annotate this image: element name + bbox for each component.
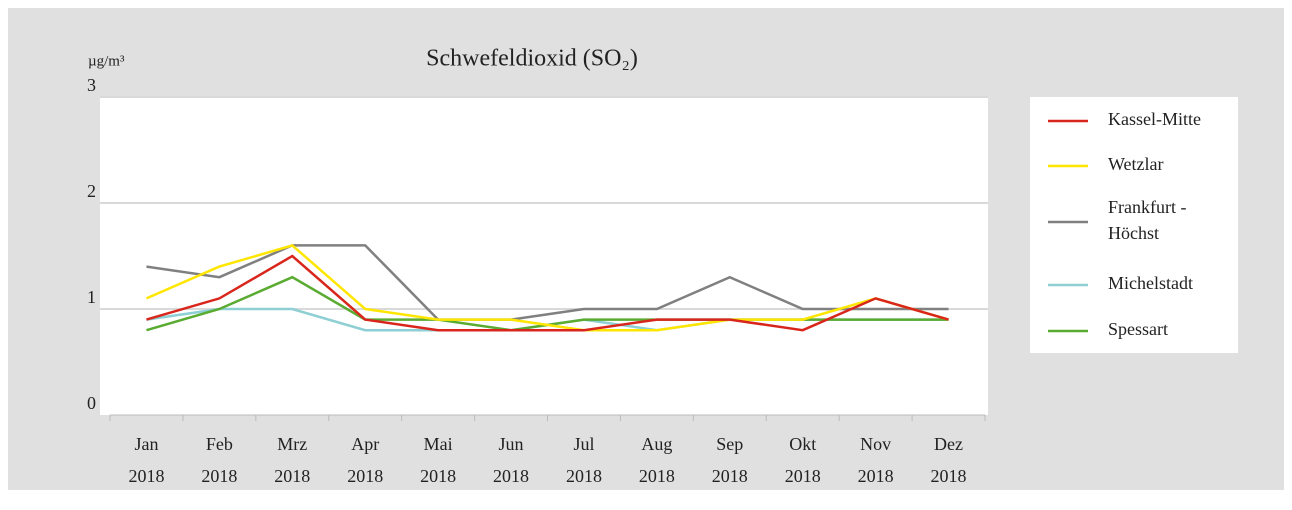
x-tick-label: Jan 2018 xyxy=(128,434,164,486)
x-tick-label: Sep 2018 xyxy=(712,434,748,486)
x-tick-label: Nov 2018 xyxy=(858,434,894,486)
legend-label: Frankfurt -Höchst xyxy=(1108,197,1186,243)
y-axis-label: µg/m³ xyxy=(88,53,125,69)
series-line xyxy=(146,254,949,332)
y-tick-label: 3 xyxy=(87,75,96,95)
x-tick-label: Mai 2018 xyxy=(420,434,456,486)
x-tick-label: Apr 2018 xyxy=(347,434,383,486)
legend-label: Wetzlar xyxy=(1108,154,1164,174)
y-tick-label: 2 xyxy=(87,181,96,201)
x-tick-label: Mrz 2018 xyxy=(274,434,310,486)
legend-label: Spessart xyxy=(1108,319,1168,339)
series-line xyxy=(145,244,949,332)
legend xyxy=(1030,97,1238,353)
legend-label: Michelstadt xyxy=(1108,273,1193,293)
y-tick-label: 0 xyxy=(87,393,96,413)
x-tick-label: Jul 2018 xyxy=(566,434,602,486)
x-tick-label: Feb 2018 xyxy=(201,434,237,486)
legend-label: Kassel-Mitte xyxy=(1108,109,1201,129)
x-tick-label: Jun 2018 xyxy=(493,434,529,486)
x-tick-label: Dez 2018 xyxy=(931,434,967,486)
chart-title: Schwefeldioxid (SO₂) xyxy=(426,46,638,72)
x-tick-label: Aug 2018 xyxy=(639,434,675,486)
series-line xyxy=(146,244,949,321)
plot-area xyxy=(100,97,988,415)
x-tick-label: Okt 2018 xyxy=(785,434,821,486)
y-tick-label: 1 xyxy=(87,287,96,307)
